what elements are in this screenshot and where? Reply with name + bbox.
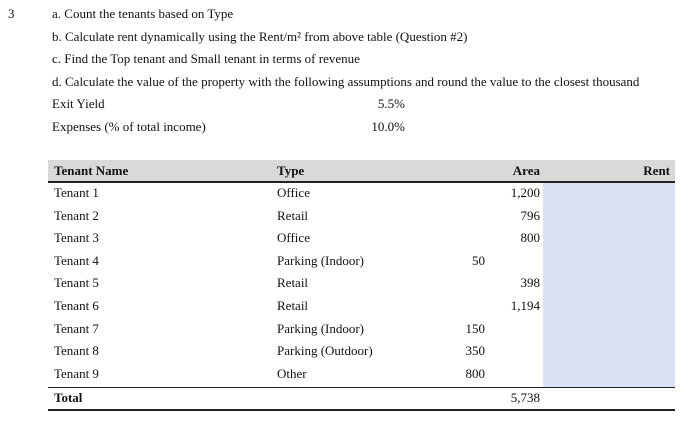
table-cell: Tenant 1 — [54, 185, 99, 200]
item: a. Count the tenants based on Type — [52, 6, 234, 21]
header-cell: Area — [512, 163, 540, 178]
header-cell: Type — [277, 163, 305, 178]
table-cell: Office — [277, 230, 310, 246]
table-cell: Tenant 5 — [54, 275, 99, 291]
table-cell: Tenant 3 — [54, 230, 99, 246]
table-cell: Tenant 7 — [54, 320, 99, 336]
assumption-label: Expenses (% of total income) — [52, 119, 206, 134]
table-cell: 50 — [472, 252, 485, 268]
table-cell: Parking (Outdoor) — [277, 343, 373, 359]
total-rule — [48, 409, 675, 411]
table-cell: Retail — [277, 275, 309, 291]
table-cell: 800 — [465, 365, 486, 381]
item: c. Find the Top tenant and Small tenant … — [52, 51, 360, 66]
input-column — [543, 183, 675, 387]
table-cell: Tenant 8 — [54, 343, 99, 359]
table-cell: Tenant 4 — [54, 252, 99, 268]
assumption-value: 10.0% — [371, 119, 405, 134]
header-cell: Rent — [643, 163, 670, 178]
item: d. Calculate the value of the property w… — [52, 74, 640, 89]
table-cell: Tenant 6 — [54, 298, 99, 313]
header-cell: Tenant Name — [54, 163, 129, 178]
table-cell: 800 — [520, 230, 541, 246]
assumption-label: Exit Yield — [52, 96, 105, 111]
total-rule — [48, 387, 675, 388]
table-cell: Parking (Indoor) — [277, 252, 365, 268]
total-value: 5,738 — [510, 390, 540, 405]
table-cell: Parking (Indoor) — [277, 320, 365, 336]
table-cell: 1,200 — [510, 185, 540, 200]
table-cell: Other — [277, 365, 307, 381]
table-cell: 150 — [465, 320, 486, 336]
table-cell: Tenant 2 — [54, 207, 99, 223]
table-cell: 398 — [520, 275, 541, 291]
table-cell: Tenant 9 — [54, 365, 99, 381]
table-cell: 1,194 — [510, 298, 540, 313]
item: b. Calculate rent dynamically using the … — [52, 29, 468, 44]
assumption-value: 5.5% — [377, 96, 405, 111]
header-rule — [48, 181, 675, 183]
table-cell: Retail — [277, 207, 309, 223]
header-bg — [48, 160, 675, 182]
table-cell: Retail — [277, 298, 309, 313]
table-cell: 796 — [520, 207, 541, 223]
table-cell: 350 — [465, 343, 486, 359]
question-number: 3 — [8, 6, 15, 21]
table-cell: Office — [277, 185, 310, 200]
total-label: Total — [54, 390, 83, 405]
